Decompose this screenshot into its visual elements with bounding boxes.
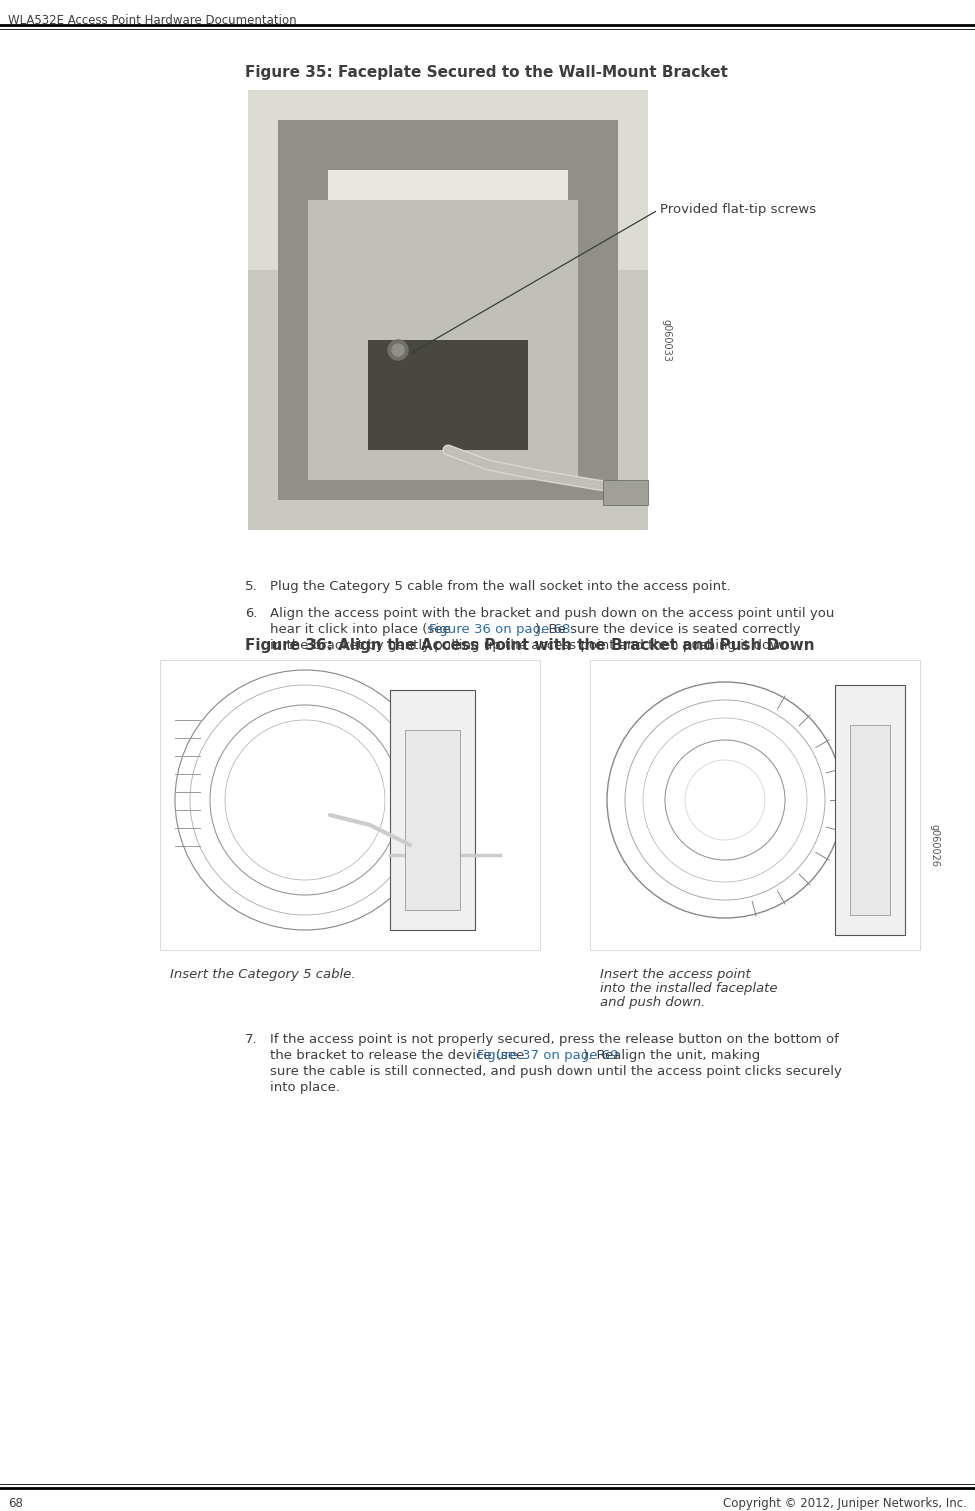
Bar	[278, 119, 618, 500]
Text: Figure 37 on page 69: Figure 37 on page 69	[477, 1049, 618, 1062]
Text: 68: 68	[8, 1497, 22, 1509]
Bar	[248, 91, 648, 530]
Text: WLA532E Access Point Hardware Documentation: WLA532E Access Point Hardware Documentat…	[8, 14, 296, 27]
Bar	[160, 660, 540, 950]
Bar	[850, 725, 890, 916]
Text: sure the cable is still connected, and push down until the access point clicks s: sure the cable is still connected, and p…	[270, 1065, 841, 1077]
Text: g060033: g060033	[661, 319, 671, 361]
Text: If the access point is not properly secured, press the release button on the bot: If the access point is not properly secu…	[270, 1034, 838, 1046]
Text: 5.: 5.	[245, 580, 257, 592]
Text: into the installed faceplate: into the installed faceplate	[600, 982, 777, 996]
Bar	[405, 730, 460, 910]
Circle shape	[388, 340, 408, 360]
Text: Insert the Category 5 cable.: Insert the Category 5 cable.	[170, 969, 356, 981]
Text: Insert the access point: Insert the access point	[600, 969, 751, 981]
Text: ). Realign the unit, making: ). Realign the unit, making	[583, 1049, 760, 1062]
Bar	[248, 91, 648, 270]
Text: 7.: 7.	[245, 1034, 257, 1046]
Circle shape	[392, 345, 404, 357]
Bar	[390, 691, 475, 929]
Text: 6.: 6.	[245, 607, 257, 620]
Text: Align the access point with the bracket and push down on the access point until : Align the access point with the bracket …	[270, 607, 835, 620]
Bar	[603, 480, 648, 505]
Text: hear it click into place (see: hear it click into place (see	[270, 623, 455, 636]
Text: and push down.: and push down.	[600, 996, 705, 1009]
Text: Figure 36: Align the Access Point with the Bracket and Push Down: Figure 36: Align the Access Point with t…	[245, 638, 815, 653]
Bar	[590, 660, 920, 950]
Bar	[368, 340, 528, 450]
Text: in the bracket by gently pulling up the access point and then pushing it down.: in the bracket by gently pulling up the …	[270, 639, 794, 653]
Text: g060026: g060026	[930, 823, 940, 866]
Bar	[308, 199, 578, 480]
Text: into place.: into place.	[270, 1080, 340, 1094]
Text: Plug the Category 5 cable from the wall socket into the access point.: Plug the Category 5 cable from the wall …	[270, 580, 730, 592]
Text: ). Be sure the device is seated correctly: ). Be sure the device is seated correctl…	[535, 623, 800, 636]
Text: the bracket to release the device (see: the bracket to release the device (see	[270, 1049, 528, 1062]
Text: Figure 35: Faceplate Secured to the Wall-Mount Bracket: Figure 35: Faceplate Secured to the Wall…	[245, 65, 728, 80]
Text: Copyright © 2012, Juniper Networks, Inc.: Copyright © 2012, Juniper Networks, Inc.	[723, 1497, 967, 1509]
Bar	[328, 171, 568, 199]
Text: Figure 36 on page 68: Figure 36 on page 68	[429, 623, 570, 636]
Text: Provided flat-tip screws: Provided flat-tip screws	[660, 204, 816, 216]
Bar	[835, 684, 905, 935]
